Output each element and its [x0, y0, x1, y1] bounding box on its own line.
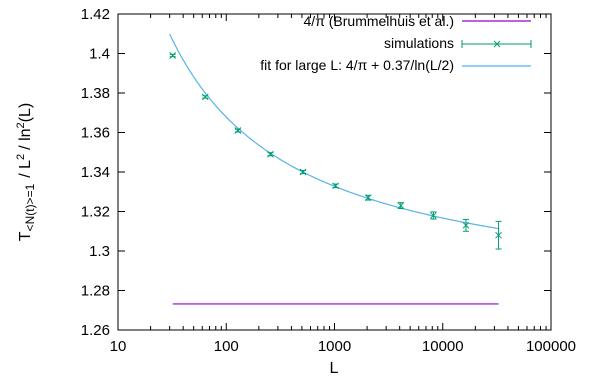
x-tick-label: 100	[214, 338, 239, 355]
x-tick-label: 10	[110, 338, 127, 355]
marker-stroke	[462, 221, 470, 229]
simulation-point	[234, 127, 242, 134]
legend-swatch-simulations	[461, 40, 532, 48]
legend-label-fit: fit for large L: 4/π + 0.37/ln(L/2)	[260, 57, 454, 73]
simulation-point	[430, 211, 437, 220]
marker-stroke	[299, 168, 307, 176]
y-label-tail: (L)	[17, 103, 34, 123]
simulation-point	[462, 218, 470, 232]
marker-stroke	[201, 93, 209, 101]
series-layer	[169, 33, 502, 305]
y-label-sup1: 2	[15, 154, 27, 160]
marker-stroke	[495, 231, 502, 239]
y-label-mid: / L	[17, 160, 34, 178]
y-tick-label: 1.38	[81, 85, 110, 102]
y-label-subscript: <N(t)>=1	[23, 183, 37, 231]
y-tick-label: 1.3	[89, 243, 110, 260]
legend-label-simulations: simulations	[384, 35, 454, 51]
simulation-point	[169, 52, 177, 59]
x-axis: 10 100 1000 10000 100000	[110, 14, 576, 355]
x-tick-label: 100000	[526, 338, 576, 355]
y-tick-label: 1.42	[81, 6, 110, 23]
marker-stroke	[397, 202, 405, 209]
legend: 4/π (Brummelhuis et al.) simulations fit…	[260, 13, 532, 73]
y-tick-label: 1.26	[81, 322, 110, 339]
simulation-point	[201, 93, 209, 101]
simulation-point	[299, 168, 307, 176]
y-axis-label: T<N(t)>=1/ L2/ ln2(L)	[15, 103, 37, 241]
simulation-point	[267, 150, 274, 158]
y-tick-label: 1.28	[81, 283, 110, 300]
y-label-mid2: / ln	[17, 128, 34, 149]
marker-stroke	[169, 52, 177, 59]
y-tick-label: 1.4	[89, 46, 110, 63]
x-axis-label: L	[330, 360, 339, 377]
fit-curve	[169, 33, 499, 230]
simulation-point	[332, 182, 339, 190]
x-tick-label: 10000	[422, 338, 464, 355]
y-tick-label: 1.32	[81, 204, 110, 221]
marker-stroke	[332, 182, 339, 190]
y-axis: 1.26 1.28 1.3 1.32 1.34 1.36 1.38 1.4 1.42	[81, 6, 551, 339]
simulation-point	[397, 202, 405, 210]
x-tick-label: 1000	[318, 338, 351, 355]
y-tick-label: 1.34	[81, 164, 110, 181]
marker-stroke	[234, 127, 242, 134]
simulation-point	[364, 194, 372, 202]
marker-stroke	[267, 150, 274, 158]
y-label-t: T	[17, 231, 34, 241]
y-label-sup2: 2	[15, 122, 27, 128]
legend-label-brummelhuis: 4/π (Brummelhuis et al.)	[304, 13, 454, 29]
marker-stroke	[430, 212, 437, 219]
marker-stroke	[364, 194, 372, 202]
simulation-point	[495, 220, 502, 250]
y-tick-label: 1.36	[81, 125, 110, 142]
